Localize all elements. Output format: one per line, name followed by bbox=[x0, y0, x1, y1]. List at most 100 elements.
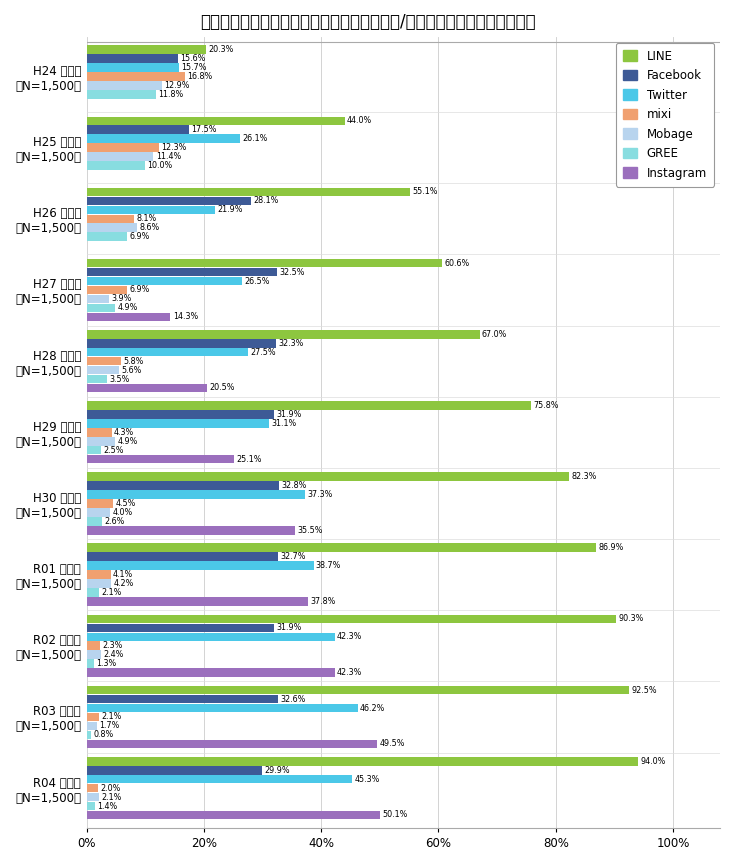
Text: 2.1%: 2.1% bbox=[101, 588, 121, 597]
Bar bbox=[87, 161, 146, 170]
Bar bbox=[87, 784, 98, 792]
Bar bbox=[87, 713, 99, 721]
Bar bbox=[87, 561, 314, 570]
Text: 42.3%: 42.3% bbox=[337, 632, 362, 641]
Bar bbox=[87, 570, 110, 579]
Bar bbox=[87, 348, 248, 356]
Text: 55.1%: 55.1% bbox=[412, 188, 437, 196]
Text: 【経年】主なソーシャルメディア系サービス/アプリ等の利用率（全年代）: 【経年】主なソーシャルメディア系サービス/アプリ等の利用率（全年代） bbox=[200, 13, 535, 31]
Text: 75.8%: 75.8% bbox=[534, 401, 559, 410]
Text: 86.9%: 86.9% bbox=[598, 543, 624, 552]
Bar bbox=[87, 642, 100, 650]
Text: 4.9%: 4.9% bbox=[118, 437, 138, 445]
Text: 32.7%: 32.7% bbox=[281, 552, 306, 561]
Bar bbox=[87, 215, 134, 223]
Text: 4.0%: 4.0% bbox=[112, 508, 132, 517]
Text: 8.6%: 8.6% bbox=[140, 223, 159, 232]
Bar bbox=[87, 508, 110, 516]
Text: 20.3%: 20.3% bbox=[208, 45, 233, 54]
Bar bbox=[87, 499, 113, 508]
Bar bbox=[87, 659, 94, 668]
Bar bbox=[87, 330, 479, 338]
Bar bbox=[87, 721, 96, 730]
Bar bbox=[87, 792, 99, 801]
Bar bbox=[87, 90, 156, 99]
Text: 38.7%: 38.7% bbox=[316, 561, 341, 570]
Bar bbox=[87, 72, 185, 80]
Bar bbox=[87, 615, 616, 624]
Bar bbox=[87, 384, 207, 392]
Text: 2.3%: 2.3% bbox=[102, 641, 123, 650]
Text: 25.1%: 25.1% bbox=[236, 455, 262, 464]
Text: 26.5%: 26.5% bbox=[244, 277, 270, 285]
Bar bbox=[87, 650, 101, 659]
Bar bbox=[87, 339, 276, 348]
Bar bbox=[87, 134, 240, 143]
Bar bbox=[87, 597, 308, 605]
Bar bbox=[87, 740, 377, 748]
Bar bbox=[87, 125, 189, 134]
Bar bbox=[87, 304, 115, 312]
Text: 35.5%: 35.5% bbox=[297, 526, 323, 535]
Bar bbox=[87, 543, 596, 552]
Bar bbox=[87, 188, 409, 196]
Text: 5.6%: 5.6% bbox=[122, 366, 142, 375]
Text: 4.9%: 4.9% bbox=[118, 304, 138, 312]
Bar bbox=[87, 144, 159, 152]
Bar bbox=[87, 428, 112, 437]
Bar bbox=[87, 277, 242, 285]
Text: 1.4%: 1.4% bbox=[97, 802, 118, 811]
Text: 4.3%: 4.3% bbox=[114, 428, 135, 437]
Bar bbox=[87, 268, 277, 277]
Text: 45.3%: 45.3% bbox=[354, 775, 380, 784]
Bar bbox=[87, 419, 269, 427]
Text: 4.2%: 4.2% bbox=[113, 579, 134, 588]
Text: 32.5%: 32.5% bbox=[279, 267, 305, 277]
Bar bbox=[87, 312, 171, 321]
Text: 2.1%: 2.1% bbox=[101, 713, 121, 721]
Text: 26.1%: 26.1% bbox=[242, 134, 268, 144]
Text: 15.6%: 15.6% bbox=[180, 54, 206, 63]
Text: 2.4%: 2.4% bbox=[103, 650, 123, 659]
Text: 5.8%: 5.8% bbox=[123, 356, 143, 366]
Bar bbox=[87, 366, 119, 375]
Bar bbox=[87, 526, 295, 535]
Text: 10.0%: 10.0% bbox=[148, 161, 173, 170]
Bar bbox=[87, 481, 279, 490]
Text: 37.3%: 37.3% bbox=[308, 490, 333, 499]
Bar bbox=[87, 731, 91, 740]
Text: 21.9%: 21.9% bbox=[218, 205, 243, 215]
Text: 90.3%: 90.3% bbox=[619, 614, 644, 624]
Text: 44.0%: 44.0% bbox=[347, 116, 372, 125]
Text: 2.0%: 2.0% bbox=[101, 784, 121, 792]
Text: 8.1%: 8.1% bbox=[137, 215, 157, 223]
Bar bbox=[87, 196, 251, 205]
Bar bbox=[87, 357, 121, 365]
Bar bbox=[87, 45, 206, 54]
Text: 20.5%: 20.5% bbox=[209, 383, 234, 393]
Bar bbox=[87, 117, 345, 125]
Text: 12.9%: 12.9% bbox=[165, 81, 190, 90]
Text: 67.0%: 67.0% bbox=[482, 330, 507, 339]
Text: 60.6%: 60.6% bbox=[445, 259, 470, 267]
Text: 32.8%: 32.8% bbox=[282, 481, 306, 490]
Text: 17.5%: 17.5% bbox=[192, 125, 217, 134]
Bar bbox=[87, 152, 154, 161]
Text: 31.9%: 31.9% bbox=[276, 410, 301, 419]
Text: 32.3%: 32.3% bbox=[279, 339, 304, 348]
Text: 4.5%: 4.5% bbox=[115, 499, 136, 508]
Bar bbox=[87, 766, 262, 774]
Text: 14.3%: 14.3% bbox=[173, 312, 198, 321]
Text: 11.8%: 11.8% bbox=[158, 90, 183, 99]
Bar bbox=[87, 802, 95, 811]
Text: 1.3%: 1.3% bbox=[96, 659, 117, 668]
Bar bbox=[87, 233, 127, 241]
Text: 16.8%: 16.8% bbox=[187, 72, 212, 81]
Text: 3.9%: 3.9% bbox=[112, 294, 132, 304]
Bar bbox=[87, 445, 101, 454]
Text: 1.7%: 1.7% bbox=[99, 721, 119, 730]
Text: 31.9%: 31.9% bbox=[276, 624, 301, 632]
Text: 11.4%: 11.4% bbox=[156, 152, 181, 161]
Text: 32.6%: 32.6% bbox=[280, 695, 306, 703]
Bar bbox=[87, 455, 234, 464]
